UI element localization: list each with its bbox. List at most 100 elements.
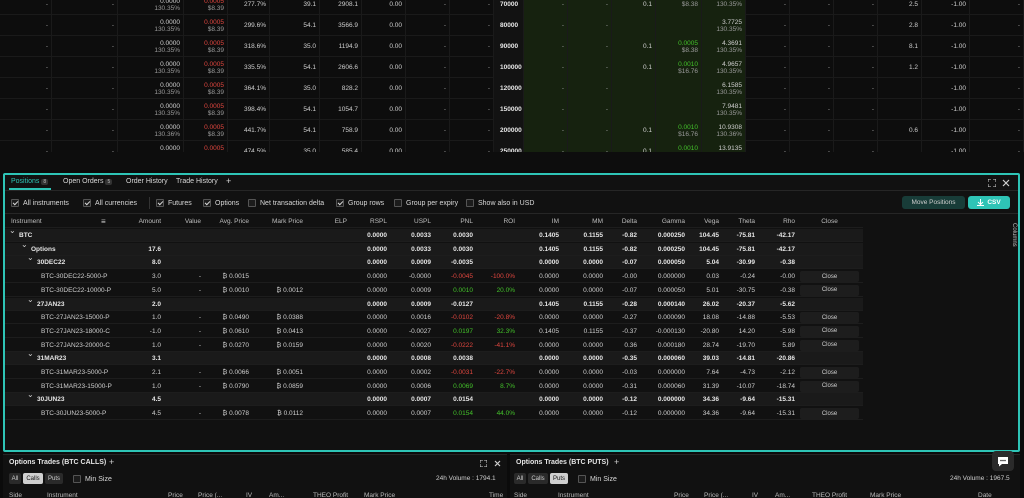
column-header[interactable]: Delta <box>621 218 637 225</box>
group-rows-checkbox[interactable]: Group rows <box>336 199 384 207</box>
chain-row[interactable]: - -0.0000 130.35% 0.0005 $8.39 364.1% 35.0 828.… <box>0 78 1024 99</box>
position-row[interactable]: BTC-30DEC22-5000-P 3.0 - ₿ 0.0015 0.0000 -0.0… <box>5 270 863 284</box>
position-row[interactable]: BTC-27JAN23-18000-C -1.0 - ₿ 0.0610 ₿ 0.0413… <box>5 325 863 338</box>
column-header[interactable]: Avg. Price <box>219 218 249 225</box>
column-header[interactable]: Mark Price <box>271 218 303 225</box>
tab-trade-history[interactable]: Trade History <box>176 178 218 185</box>
close-position-button[interactable]: Close <box>800 408 859 420</box>
all-currencies-checkbox[interactable]: All currencies <box>83 199 137 207</box>
close-icon[interactable] <box>494 460 501 467</box>
column-header[interactable]: Mark Price <box>364 492 396 498</box>
column-header[interactable]: MM <box>592 218 603 225</box>
close-position-button[interactable]: Close <box>800 325 859 337</box>
position-row[interactable]: BTC-30JUN23-5000-P 4.5 - ₿ 0.0078 ₿ 0.0112 0.… <box>5 407 863 421</box>
column-header[interactable]: Mark Price <box>870 492 902 498</box>
column-header[interactable]: PNL <box>460 218 473 225</box>
move-positions-button[interactable]: Move Positions <box>902 196 965 209</box>
column-header[interactable]: Price <box>168 492 183 498</box>
position-row[interactable]: BTC-27JAN23-20000-C 1.0 - ₿ 0.0270 ₿ 0.0159 0… <box>5 339 863 352</box>
column-header[interactable]: Side <box>514 492 528 498</box>
column-header[interactable]: Price <box>674 492 689 498</box>
group-expiry-checkbox[interactable]: Group per expiry <box>394 199 458 207</box>
column-header[interactable]: ELP <box>334 218 347 225</box>
group-row[interactable]: ⌄ 31MAR23 3.1 0.0000 0.0008 0.0038 0.0000 0.000… <box>5 349 863 366</box>
column-header[interactable]: ROI <box>503 218 515 225</box>
column-header[interactable]: Instrument <box>558 492 589 498</box>
puts-add-button[interactable]: + <box>614 457 620 467</box>
chain-row[interactable]: - -0.0000 130.35% 0.0005 $8.39 398.4% 54.1 1054… <box>0 99 1024 120</box>
expand-icon[interactable] <box>480 460 487 467</box>
column-header[interactable]: Am... <box>269 492 285 498</box>
tab-open-orders[interactable]: Open Orders 5 <box>63 178 113 185</box>
close-position-button[interactable]: Close <box>800 380 859 392</box>
close-position-button[interactable]: Close <box>800 367 859 378</box>
column-header[interactable]: RSPL <box>370 218 387 225</box>
filter-puts-button[interactable]: Puts <box>45 473 63 484</box>
group-row[interactable]: ⌄ 27JAN23 2.0 0.0000 0.0009 -0.0127 0.1405 0.11… <box>5 294 863 311</box>
filter-calls-button[interactable]: Calls <box>528 473 548 484</box>
chain-row[interactable]: - -0.0000 130.35% 0.0005 $8.39 335.5% 54.1 2606… <box>0 57 1024 78</box>
csv-export-button[interactable]: CSV <box>968 196 1010 209</box>
show-usd-checkbox[interactable]: Show also in USD <box>466 199 534 207</box>
group-row[interactable]: ⌄ 30JUN23 4.5 0.0000 0.0007 0.0154 0.0000 0.000… <box>5 390 863 407</box>
tab-order-history[interactable]: Order History <box>126 178 168 185</box>
tab-positions[interactable]: Positions 8 <box>11 178 49 185</box>
column-header[interactable]: USPL <box>414 218 431 225</box>
filter-calls-button[interactable]: Calls <box>23 473 43 484</box>
column-header[interactable]: Price (... <box>198 492 223 498</box>
column-header[interactable]: Rho <box>783 218 795 225</box>
close-icon[interactable] <box>1002 179 1010 187</box>
chevron-down-icon[interactable]: ⌄ <box>21 239 28 249</box>
column-header[interactable]: IV <box>752 492 759 498</box>
chain-row[interactable]: - -0.0000 130.35% 0.0005 $8.39 299.6% 54.1 3566… <box>0 15 1024 36</box>
group-row[interactable]: ⌄ 30DEC22 8.0 0.0000 0.0009 -0.0035 0.0000 0.00… <box>5 253 863 270</box>
position-row[interactable]: BTC-31MAR23-5000-P 2.1 - ₿ 0.0066 ₿ 0.0051 0.… <box>5 366 863 379</box>
chevron-down-icon[interactable]: ⌄ <box>9 226 16 235</box>
chain-row[interactable]: - -0.0000 130.35% 0.0005 $8.39 318.6% 35.0 1194… <box>0 36 1024 57</box>
column-header[interactable]: Amount <box>138 218 161 225</box>
filter-all-button[interactable]: All <box>514 473 526 484</box>
chat-button[interactable] <box>992 451 1014 471</box>
column-header[interactable]: Value <box>184 218 201 225</box>
calls-add-button[interactable]: + <box>109 457 115 467</box>
expand-icon[interactable] <box>988 179 996 187</box>
column-header[interactable]: Side <box>9 492 23 498</box>
net-delta-checkbox[interactable]: Net transaction delta <box>248 199 324 207</box>
add-tab-button[interactable]: + <box>226 176 232 186</box>
column-header[interactable]: Close <box>821 218 838 225</box>
column-header[interactable]: Vega <box>704 218 719 225</box>
close-position-button[interactable]: Close <box>800 271 859 283</box>
column-header[interactable]: Am... <box>775 492 791 498</box>
chevron-down-icon[interactable]: ⌄ <box>27 294 34 304</box>
column-header[interactable]: IM <box>551 218 559 225</box>
position-row[interactable]: BTC-31MAR23-15000-P 1.0 - ₿ 0.0790 ₿ 0.0859 0… <box>5 380 863 393</box>
column-header[interactable]: Price (... <box>704 492 729 498</box>
filter-all-button[interactable]: All <box>9 473 21 484</box>
column-header[interactable]: Date <box>978 492 992 498</box>
close-position-button[interactable]: Close <box>800 339 859 351</box>
column-header[interactable]: Instrument <box>11 218 42 225</box>
position-row[interactable]: BTC-30DEC22-10000-P 5.0 - ₿ 0.0010 ₿ 0.0012 0… <box>5 284 863 297</box>
chain-row[interactable]: - -0.0000 130.36% 0.0005 $8.39 441.7% 54.1 758.… <box>0 120 1024 141</box>
close-position-button[interactable]: Close <box>800 284 859 296</box>
chevron-down-icon[interactable]: ⌄ <box>27 390 34 400</box>
column-header[interactable]: THEO Profit <box>812 492 848 498</box>
column-header[interactable]: Time <box>489 492 504 498</box>
futures-checkbox[interactable]: Futures <box>156 199 192 207</box>
column-header[interactable]: IV <box>246 492 253 498</box>
column-menu-icon[interactable]: ≡ <box>101 217 106 226</box>
min-size-checkbox[interactable]: Min Size <box>578 475 617 483</box>
column-header[interactable]: Theta <box>738 218 755 225</box>
options-checkbox[interactable]: Options <box>203 199 239 207</box>
group-row[interactable]: ⌄ BTC 0.0000 0.0033 0.0030 0.1405 0.1155 -0.82 0… <box>5 226 863 242</box>
chain-row[interactable]: - -0.0000 130.35% 0.0005 $8.39 277.7% 39.1 2908… <box>0 0 1024 15</box>
position-row[interactable]: BTC-27JAN23-15000-P 1.0 - ₿ 0.0490 ₿ 0.0388 0… <box>5 311 863 325</box>
chevron-down-icon[interactable]: ⌄ <box>27 349 34 359</box>
group-row[interactable]: ⌄ Options 17.6 0.0000 0.0033 0.0030 0.1405 0.11… <box>5 239 863 256</box>
close-position-button[interactable]: Close <box>800 312 859 324</box>
column-header[interactable]: THEO Profit <box>313 492 349 498</box>
chevron-down-icon[interactable]: ⌄ <box>27 253 34 263</box>
column-header[interactable]: Instrument <box>47 492 78 498</box>
filter-puts-button[interactable]: Puts <box>550 473 568 484</box>
min-size-checkbox[interactable]: Min Size <box>73 475 112 483</box>
